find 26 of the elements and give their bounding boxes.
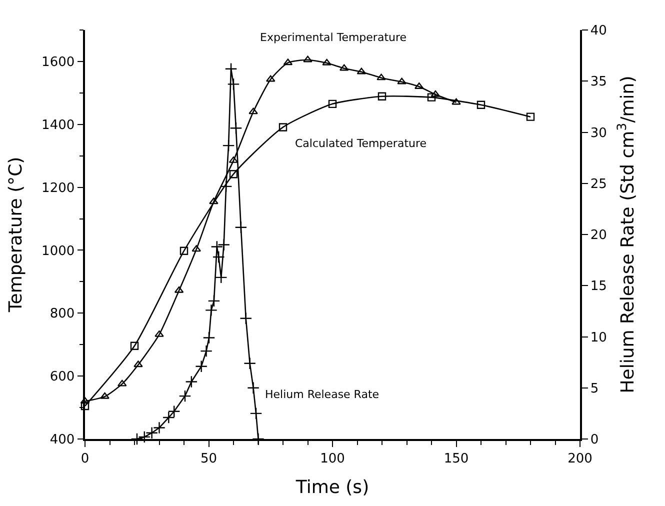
- y2-tick-label: 40: [590, 24, 607, 39]
- y-tick-label: 1200: [42, 180, 75, 196]
- y2-tick-label: 0: [590, 432, 599, 448]
- y2-tick-label: 5: [590, 381, 599, 396]
- y-tick-label: 1000: [42, 244, 75, 259]
- y2-tick-label: 15: [590, 279, 607, 294]
- y-axis-title: Temperature (°C): [5, 156, 26, 314]
- y-tick-label: 600: [50, 370, 75, 385]
- x-tick-label: 100: [320, 451, 345, 466]
- y2-tick-label: 10: [590, 330, 607, 346]
- x-tick-label: 150: [444, 451, 469, 466]
- text: Experimental Temperature: [260, 31, 407, 44]
- y2-tick-label: 20: [590, 228, 607, 244]
- series-label: Calculated Temperature: [295, 137, 427, 150]
- y2-tick-label: 35: [590, 74, 607, 90]
- x-tick-label: 0: [80, 451, 90, 466]
- y2-tick-label: 30: [590, 126, 607, 141]
- series-label: Helium Release Rate: [265, 388, 380, 401]
- y-tick-label: 400: [50, 432, 75, 448]
- x-tick-label: 50: [200, 451, 218, 466]
- x-axis-title: Time (s): [294, 476, 370, 498]
- y-tick-label: 1400: [42, 118, 75, 133]
- y-tick-label: 800: [50, 306, 75, 322]
- y2-tick-label: 25: [590, 176, 607, 192]
- x-tick-label: 200: [568, 451, 592, 466]
- y-tick-label: 1600: [42, 55, 75, 70]
